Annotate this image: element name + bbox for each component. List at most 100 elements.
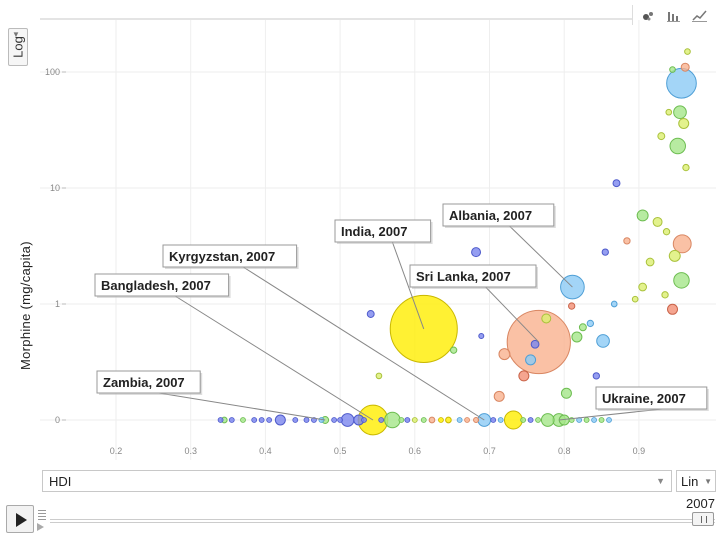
bubble[interactable] — [665, 108, 673, 116]
bubble[interactable] — [384, 411, 401, 429]
bubble[interactable] — [596, 334, 610, 348]
bubble[interactable] — [274, 414, 286, 426]
timeline-track[interactable] — [50, 519, 715, 523]
bubble[interactable] — [420, 417, 427, 423]
annotation-box — [595, 386, 708, 410]
annotation[interactable]: Bangladesh, 2007 — [94, 273, 231, 298]
x-axis-selector[interactable]: HDI ▼ — [42, 470, 672, 492]
bubble[interactable] — [217, 417, 224, 423]
bubble[interactable] — [571, 331, 583, 343]
play-button[interactable] — [6, 505, 34, 533]
bubble[interactable] — [610, 300, 618, 308]
bubble[interactable] — [535, 417, 541, 423]
bubble[interactable] — [560, 387, 572, 399]
bubble[interactable] — [464, 417, 470, 423]
bubble[interactable] — [337, 417, 344, 423]
line-chart-icon[interactable] — [687, 5, 713, 25]
bubble[interactable] — [428, 416, 436, 424]
bubble[interactable] — [541, 313, 552, 324]
x-scale-selector[interactable]: Lin ▼ — [676, 470, 716, 492]
bubble[interactable] — [673, 105, 687, 120]
bubble[interactable] — [228, 417, 235, 423]
bubble[interactable] — [398, 417, 405, 423]
bubble[interactable] — [366, 310, 375, 318]
bubble[interactable] — [471, 247, 482, 258]
bubble[interactable] — [591, 417, 597, 423]
bubble[interactable] — [518, 370, 530, 382]
bubble[interactable] — [606, 417, 612, 423]
bubble[interactable] — [672, 234, 692, 254]
bubble[interactable] — [303, 417, 310, 423]
bubble[interactable] — [490, 417, 497, 423]
bubble[interactable] — [473, 417, 480, 423]
bubble[interactable] — [520, 417, 527, 423]
bubble[interactable] — [662, 228, 671, 236]
bar-chart-icon[interactable] — [661, 5, 687, 25]
annotation[interactable]: Ukraine, 2007 — [595, 386, 709, 411]
bubble[interactable] — [456, 417, 463, 423]
bubble-chart-icon[interactable] — [635, 5, 661, 25]
bubble[interactable] — [478, 332, 485, 339]
bubble[interactable] — [631, 295, 639, 303]
annotation-leader-line — [174, 295, 374, 421]
bubble[interactable] — [445, 416, 452, 424]
bubble[interactable] — [682, 163, 690, 172]
y-scale-selector[interactable]: ▼ Log — [8, 28, 28, 66]
bubble[interactable] — [498, 348, 511, 361]
bubble[interactable] — [530, 339, 540, 349]
bubble[interactable] — [598, 417, 605, 423]
bubble[interactable] — [667, 303, 679, 315]
y-axis-selector[interactable]: Morphine (mg/capita) — [18, 241, 33, 370]
bubble[interactable] — [331, 417, 338, 423]
bubble[interactable] — [684, 48, 691, 55]
bubble[interactable] — [438, 417, 444, 423]
bubble[interactable] — [583, 417, 590, 423]
bubble[interactable] — [449, 346, 458, 354]
bubble[interactable] — [266, 417, 273, 423]
bubble[interactable] — [340, 413, 355, 427]
annotation[interactable]: Zambia, 2007 — [96, 370, 203, 395]
bubble[interactable] — [666, 67, 697, 99]
bubbles — [217, 48, 697, 436]
bubble[interactable] — [240, 417, 246, 423]
bubble[interactable] — [623, 237, 631, 245]
bubble[interactable] — [592, 372, 600, 380]
bubble[interactable] — [652, 216, 663, 227]
bubble[interactable] — [669, 66, 676, 73]
annotation[interactable]: Albania, 2007 — [442, 203, 556, 228]
bubble[interactable] — [540, 413, 555, 427]
bubble[interactable] — [361, 417, 367, 423]
bubble[interactable] — [493, 390, 505, 402]
bubble[interactable] — [527, 417, 534, 423]
speed-control-icon[interactable] — [36, 508, 48, 532]
bubble[interactable] — [497, 417, 504, 423]
bubble[interactable] — [375, 372, 383, 380]
timeline-slider-handle[interactable] — [692, 512, 714, 526]
bubble[interactable] — [503, 410, 523, 430]
annotation[interactable]: Sri Lanka, 2007 — [409, 264, 538, 289]
bubble[interactable] — [638, 282, 648, 292]
bubble[interactable] — [612, 179, 621, 188]
bubble[interactable] — [636, 209, 649, 222]
bubble[interactable] — [404, 417, 411, 423]
bubble[interactable] — [680, 62, 690, 72]
bubble[interactable] — [586, 319, 595, 328]
bubble[interactable] — [673, 272, 690, 289]
bubble[interactable] — [657, 132, 666, 141]
bubble[interactable] — [378, 417, 385, 423]
bubble[interactable] — [568, 302, 576, 310]
annotation[interactable]: Kyrgyzstan, 2007 — [162, 244, 299, 269]
bubble[interactable] — [411, 417, 418, 423]
bubble[interactable] — [578, 323, 587, 332]
bubble[interactable] — [258, 417, 265, 423]
bubble[interactable] — [669, 137, 686, 155]
bubble[interactable] — [292, 417, 299, 423]
bubble[interactable] — [601, 248, 609, 256]
bubble[interactable] — [525, 354, 537, 366]
bubble[interactable] — [668, 249, 681, 262]
bubble[interactable] — [251, 417, 258, 423]
bubble[interactable] — [645, 257, 655, 267]
annotation[interactable]: India, 2007 — [334, 219, 433, 244]
bubble[interactable] — [661, 291, 669, 299]
bubble[interactable] — [678, 117, 690, 129]
